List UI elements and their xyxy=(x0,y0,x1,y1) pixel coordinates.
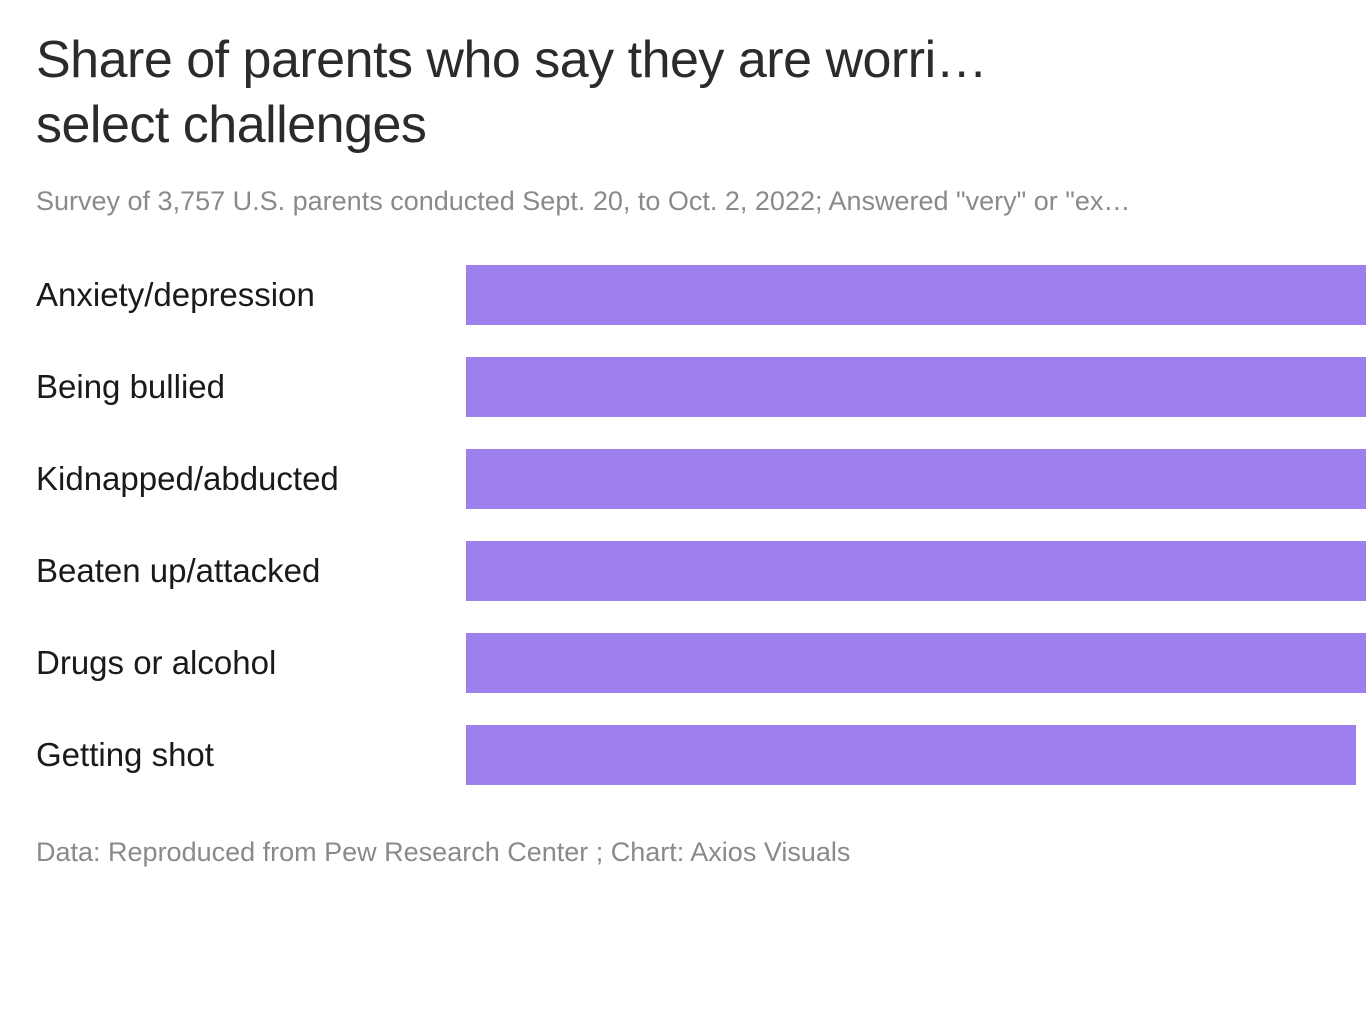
bar-label: Kidnapped/abducted xyxy=(36,460,466,498)
bar-label: Being bullied xyxy=(36,368,466,406)
bar-track xyxy=(466,449,1366,509)
bar-label: Beaten up/attacked xyxy=(36,552,466,590)
chart-container: Share of parents who say they are worri…… xyxy=(0,0,1366,868)
bar-track xyxy=(466,633,1366,693)
bar-row: Kidnapped/abducted xyxy=(36,449,1366,509)
bar-fill xyxy=(466,449,1366,509)
chart-footer: Data: Reproduced from Pew Research Cente… xyxy=(36,837,1366,868)
bar-row: Drugs or alcohol xyxy=(36,633,1366,693)
bars-area: Anxiety/depression Being bullied Kidnapp… xyxy=(36,265,1366,785)
bar-label: Drugs or alcohol xyxy=(36,644,466,682)
bar-track xyxy=(466,265,1366,325)
bar-fill xyxy=(466,357,1366,417)
bar-track xyxy=(466,541,1366,601)
chart-title: Share of parents who say they are worri…… xyxy=(36,28,1366,158)
bar-row: Anxiety/depression xyxy=(36,265,1366,325)
bar-label: Anxiety/depression xyxy=(36,276,466,314)
bar-track xyxy=(466,357,1366,417)
bar-fill xyxy=(466,633,1366,693)
chart-subtitle: Survey of 3,757 U.S. parents conducted S… xyxy=(36,186,1366,217)
bar-row: Getting shot xyxy=(36,725,1366,785)
bar-fill xyxy=(466,265,1366,325)
bar-label: Getting shot xyxy=(36,736,466,774)
bar-row: Being bullied xyxy=(36,357,1366,417)
bar-track xyxy=(466,725,1366,785)
bar-row: Beaten up/attacked xyxy=(36,541,1366,601)
bar-fill xyxy=(466,541,1366,601)
bar-fill xyxy=(466,725,1356,785)
